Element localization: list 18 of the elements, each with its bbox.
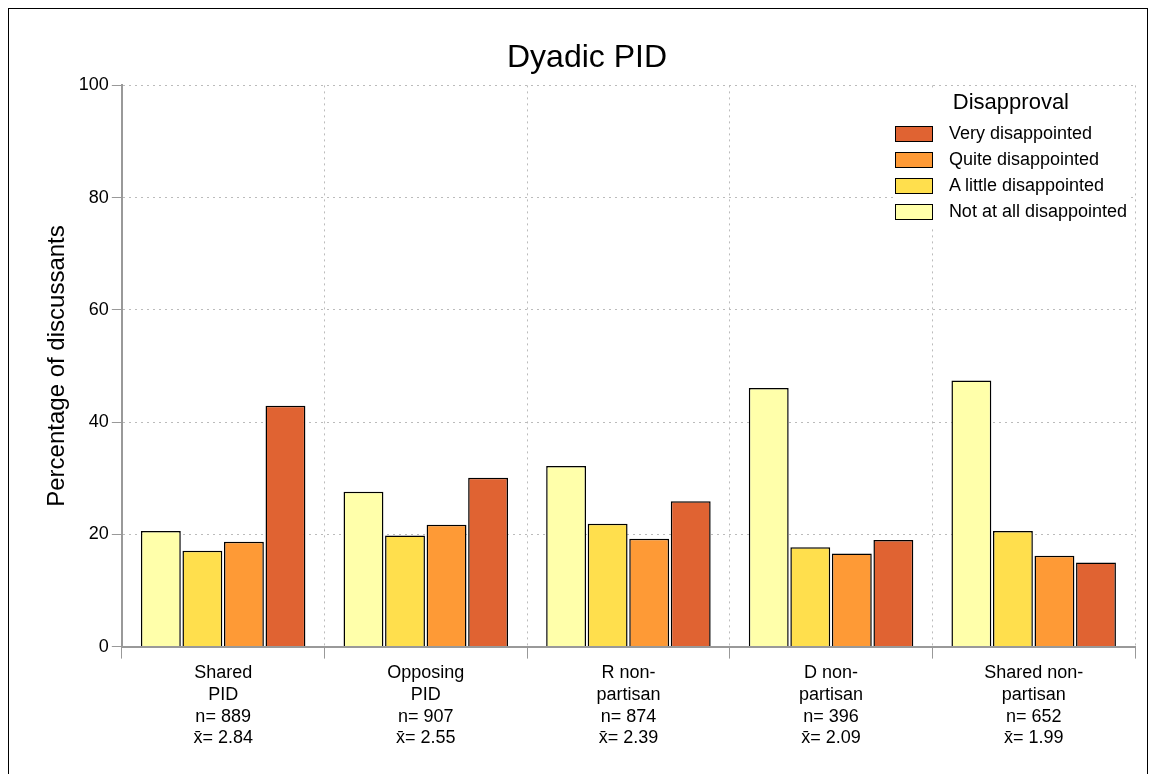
chart-title: Dyadic PID [506,38,668,75]
y-tick-label: 0 [98,635,109,656]
x-tick-label: Opposing PID n= 907 x̄= 2.55 [387,662,465,748]
y-tick-label: 60 [88,298,109,319]
legend-label: Quite disappointed [948,149,1099,171]
y-axis-title: Percentage of discussants [42,225,70,507]
x-tick-label: D non- partisan n= 396 x̄= 2.09 [799,662,864,748]
legend-label: Very disappointed [948,123,1092,145]
y-tick-label: 20 [88,523,109,544]
x-tick-label: Shared non- partisan n= 652 x̄= 1.99 [984,662,1084,748]
legend-label: Not at all disappointed [948,201,1127,223]
x-tick-label: R non- partisan n= 874 x̄= 2.39 [596,662,661,748]
y-tick-label: 80 [88,186,109,207]
y-tick-label: 100 [78,74,109,95]
x-tick-label: Shared PID n= 889 x̄= 2.84 [193,662,253,748]
legend-label: A little disappointed [948,175,1104,197]
legend-title: Disapproval [951,89,1070,116]
y-tick-label: 40 [88,411,109,432]
